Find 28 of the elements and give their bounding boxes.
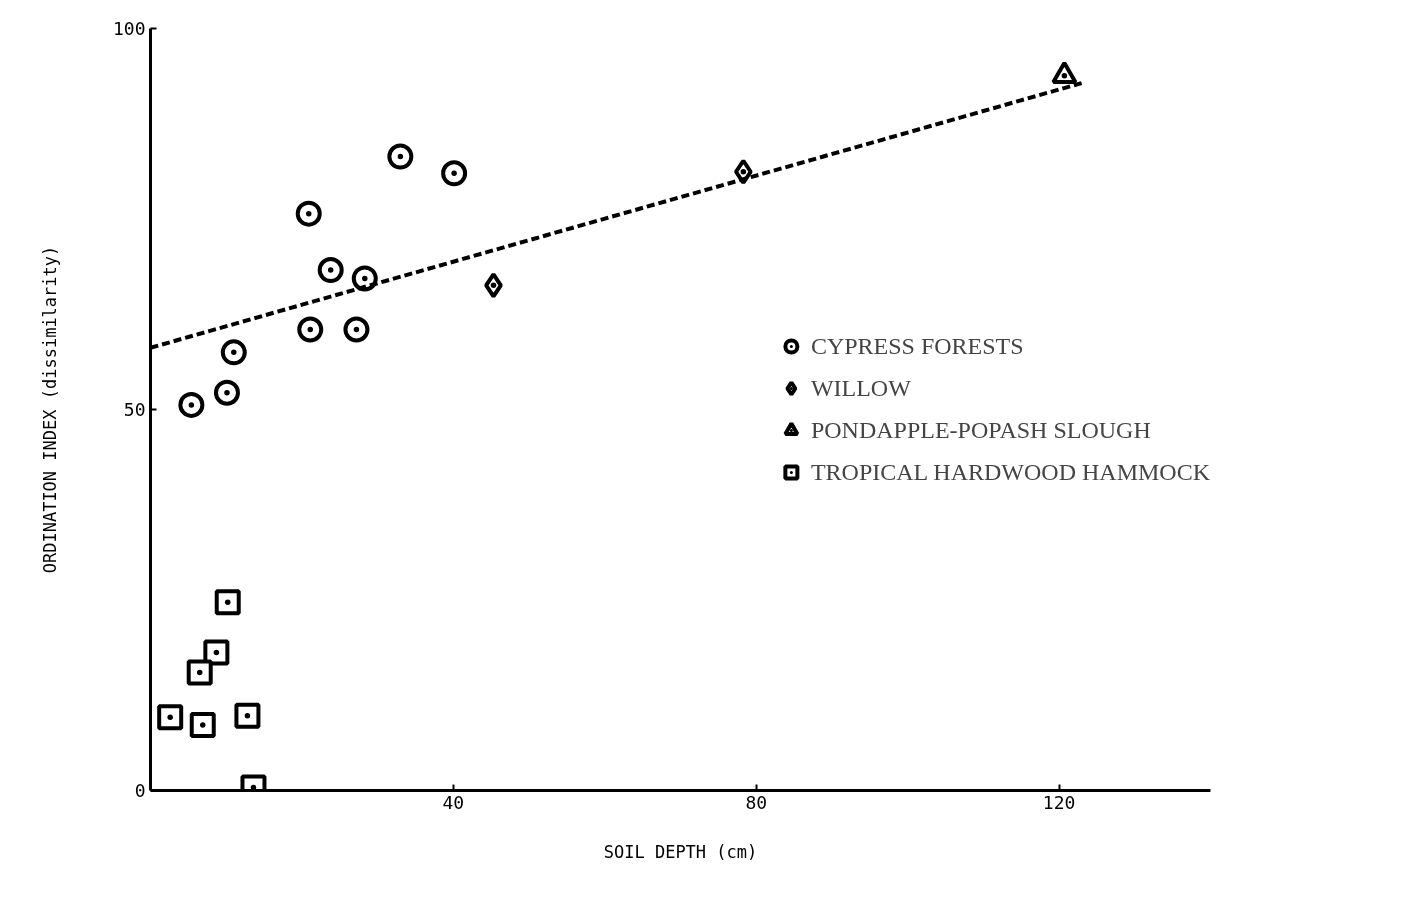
x-axis-title: SOIL DEPTH (cm) [603, 841, 758, 862]
point [297, 316, 324, 343]
y-tick-label: 100 [112, 18, 146, 39]
point [213, 379, 240, 406]
legend-label: WILLOW [810, 374, 911, 402]
point [203, 639, 230, 666]
legend-label: PONDAPPLE-POPASH SLOUGH [810, 416, 1151, 444]
point [441, 160, 468, 187]
point [189, 711, 216, 738]
x-tick-label: 80 [745, 791, 768, 813]
y-axis-title: ORDINATION INDEX (dissimilarity) [39, 245, 60, 574]
point [234, 702, 261, 729]
legend-label: CYPRESS FORESTS [810, 332, 1024, 360]
point [387, 143, 414, 170]
point [317, 257, 344, 284]
y-tick-label: 50 [123, 399, 146, 420]
x-tick-label: 40 [442, 791, 465, 813]
legend-label: TROPICAL HARDWOOD HAMMOCK [810, 458, 1210, 486]
point [295, 200, 322, 227]
x-tick-label: 120 [1042, 791, 1076, 813]
point [214, 589, 241, 616]
point [343, 316, 370, 343]
y-tick-label: 0 [134, 780, 146, 801]
point [186, 659, 213, 686]
point [220, 339, 247, 366]
point [178, 391, 205, 418]
point [484, 272, 503, 299]
point [157, 704, 184, 731]
